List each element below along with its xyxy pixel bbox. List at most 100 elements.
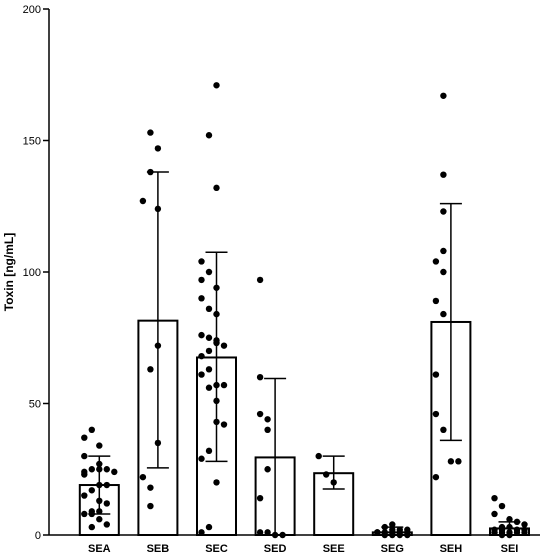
point-seh xyxy=(432,297,440,305)
x-tick-label-seg: SEG xyxy=(381,543,404,555)
point-seb xyxy=(147,502,154,510)
point-sec xyxy=(213,82,220,89)
y-tick-label-0: 0 xyxy=(35,530,41,542)
point-sea xyxy=(96,508,103,515)
point-seh xyxy=(440,208,447,215)
point-sec xyxy=(213,310,220,318)
point-sei xyxy=(506,516,513,523)
point-sea xyxy=(103,481,111,489)
point-sec xyxy=(198,371,205,378)
point-seh xyxy=(440,171,447,178)
point-sea xyxy=(81,510,88,518)
point-sec xyxy=(205,384,213,391)
point-sei xyxy=(521,529,528,536)
point-sea xyxy=(88,523,96,531)
point-seb xyxy=(147,168,154,176)
point-sea xyxy=(96,460,103,468)
x-tick-label-sei: SEI xyxy=(501,543,519,555)
y-tick-label-200: 200 xyxy=(23,4,41,16)
point-sea xyxy=(103,521,111,528)
y-tick-label-100: 100 xyxy=(23,267,41,279)
point-sea xyxy=(103,466,111,473)
point-sea xyxy=(88,466,96,473)
point-see xyxy=(315,452,322,460)
point-seh xyxy=(432,410,440,418)
point-seh xyxy=(440,92,447,99)
point-sed xyxy=(264,529,271,536)
point-sec xyxy=(198,529,205,536)
point-sec xyxy=(205,447,213,455)
point-seh xyxy=(440,247,447,255)
point-sed xyxy=(256,276,264,284)
point-sea xyxy=(81,452,88,460)
point-sea xyxy=(96,516,103,523)
point-sed xyxy=(256,410,264,418)
point-sea xyxy=(96,481,103,489)
point-sec xyxy=(220,421,228,428)
point-sea xyxy=(88,510,96,518)
x-axis: SEA SEB SEC SED SEE SEG SEH SEI xyxy=(49,534,540,555)
point-seb xyxy=(154,145,162,152)
point-seh xyxy=(432,473,440,481)
y-axis: 0 50 100 150 200 xyxy=(23,4,50,542)
point-seh xyxy=(432,258,440,265)
point-seg xyxy=(389,521,396,528)
point-sec xyxy=(205,523,213,531)
point-sec xyxy=(213,381,220,389)
point-sec xyxy=(205,305,213,313)
y-tick-label-150: 150 xyxy=(23,136,41,148)
point-sec xyxy=(198,352,205,360)
point-seh xyxy=(440,310,447,318)
point-sec xyxy=(205,366,213,373)
point-seb xyxy=(154,342,162,349)
x-tick-label-sea: SEA xyxy=(88,543,111,555)
point-sed xyxy=(264,466,271,473)
point-sed xyxy=(256,529,264,536)
point-seh xyxy=(447,458,455,465)
point-sei xyxy=(506,523,513,531)
point-sec xyxy=(213,479,220,486)
point-seg xyxy=(374,529,381,536)
x-tick-label-seh: SEH xyxy=(440,543,463,555)
point-sea xyxy=(88,487,96,494)
data-points xyxy=(81,82,528,539)
point-sec xyxy=(198,331,205,339)
point-sec xyxy=(213,397,220,405)
x-tick-label-sed: SED xyxy=(264,543,287,555)
point-seh xyxy=(432,371,440,378)
point-seb xyxy=(139,473,147,481)
point-sei xyxy=(491,494,498,502)
point-sec xyxy=(205,268,213,276)
point-see xyxy=(330,479,337,486)
point-sed xyxy=(256,374,264,381)
point-seb xyxy=(154,439,162,447)
point-sea xyxy=(103,500,111,507)
point-sei xyxy=(513,518,521,526)
point-sec xyxy=(220,381,228,389)
point-sei xyxy=(491,510,498,518)
point-sea xyxy=(81,471,88,478)
point-sei xyxy=(513,529,521,536)
point-sec xyxy=(205,132,213,139)
point-sec xyxy=(205,334,213,341)
point-sei xyxy=(498,502,506,510)
point-sea xyxy=(96,466,103,473)
point-sec xyxy=(198,295,205,302)
point-sei xyxy=(491,529,498,536)
point-see xyxy=(323,471,330,478)
point-sei xyxy=(521,521,528,528)
point-seh xyxy=(440,268,447,276)
point-sec xyxy=(213,339,220,347)
point-seh xyxy=(455,458,462,465)
x-tick-label-see: SEE xyxy=(323,543,345,555)
point-seh xyxy=(440,426,447,433)
point-sea xyxy=(81,492,88,499)
point-sec xyxy=(205,347,213,355)
point-sea xyxy=(88,426,96,433)
point-sed xyxy=(264,416,271,423)
x-tick-label-sec: SEC xyxy=(205,543,228,555)
point-seb xyxy=(147,366,154,373)
x-tick-label-seb: SEB xyxy=(147,543,170,555)
point-seb xyxy=(147,484,154,491)
